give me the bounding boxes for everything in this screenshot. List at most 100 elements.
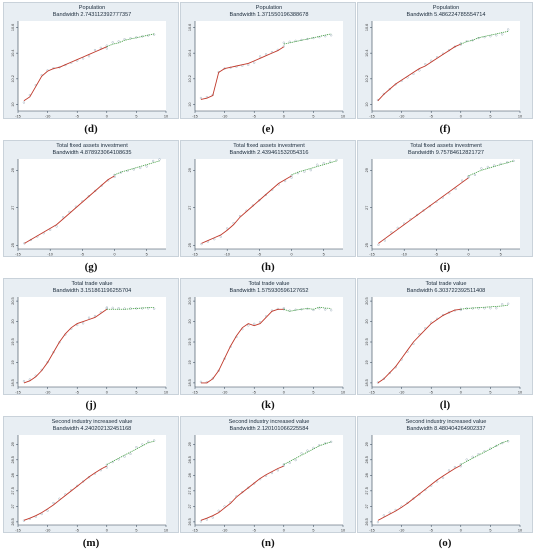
x-tick-label: -5 bbox=[253, 529, 256, 533]
x-tick-label: 10 bbox=[518, 529, 522, 533]
x-tick-label: 0 bbox=[467, 253, 469, 257]
data-point bbox=[40, 512, 43, 516]
y-tick-label: 29 bbox=[11, 442, 15, 446]
x-tick-label: 0 bbox=[283, 391, 285, 395]
data-point bbox=[82, 57, 85, 60]
y-tick-label: 27.5 bbox=[11, 487, 15, 494]
x-tick-label: -5 bbox=[435, 253, 438, 257]
data-point bbox=[418, 332, 421, 336]
x-tick-label: 5 bbox=[489, 529, 491, 533]
data-point bbox=[99, 46, 102, 49]
y-tick-label: 20.5 bbox=[188, 297, 192, 304]
y-tick-label: 10.6 bbox=[365, 24, 369, 31]
data-point bbox=[117, 40, 120, 43]
panel-label: (e) bbox=[261, 123, 275, 135]
data-point bbox=[87, 55, 91, 58]
x-tick-label: -10 bbox=[399, 115, 405, 119]
x-tick-label: 10 bbox=[164, 529, 168, 533]
data-point bbox=[158, 158, 161, 161]
x-tick-label: -5 bbox=[430, 529, 433, 533]
y-tick-label: 10.4 bbox=[365, 49, 369, 56]
x-tick-label: 5 bbox=[489, 391, 491, 395]
chart-title: Total trade value bbox=[248, 281, 290, 287]
y-tick-label: 19.5 bbox=[11, 338, 15, 345]
data-point bbox=[316, 163, 319, 166]
chart-subtitle: Bandwidth 4.878923064108635 bbox=[52, 150, 132, 156]
x-tick-label: -5 bbox=[76, 529, 79, 533]
data-point bbox=[324, 442, 327, 445]
data-point bbox=[94, 189, 97, 192]
data-point bbox=[382, 377, 385, 380]
y-tick-label: 28.5 bbox=[11, 456, 15, 463]
data-point bbox=[300, 452, 303, 455]
y-tick-label: 19 bbox=[188, 360, 192, 364]
fit-line-right bbox=[460, 440, 509, 465]
chart-title: Total fixed assets investment bbox=[410, 143, 482, 149]
panel-label: (g) bbox=[84, 261, 98, 273]
data-point bbox=[412, 72, 415, 75]
fit-line-left bbox=[377, 43, 461, 102]
chart-subtitle: Bandwidth 5.486224785554714 bbox=[406, 12, 486, 18]
plot-region bbox=[195, 21, 343, 111]
y-tick-label: 20 bbox=[188, 319, 192, 323]
plot-region bbox=[372, 159, 520, 249]
data-point bbox=[294, 308, 297, 311]
x-tick-label: 10 bbox=[341, 529, 345, 533]
data-point bbox=[199, 520, 202, 523]
data-point bbox=[489, 307, 492, 310]
x-tick-label: 10 bbox=[164, 115, 168, 119]
data-point bbox=[247, 63, 250, 66]
rd-plot-svg: -15 -10 -5 0 5 25 27 29 bbox=[365, 159, 520, 257]
data-point bbox=[330, 34, 333, 37]
plot-area: -15 -10 -5 0 5 10 18.5 19 19.5 20 20.5 Total trade … bbox=[3, 278, 179, 395]
y-tick-label: 29 bbox=[188, 442, 192, 446]
plot-region bbox=[372, 21, 520, 111]
panel-k: -15 -10 -5 0 5 10 18.5 19 19.5 20 20.5 Total trade … bbox=[180, 278, 356, 414]
x-tick-label: -5 bbox=[76, 115, 79, 119]
fit-line-right bbox=[106, 33, 155, 48]
panel-label: (i) bbox=[439, 261, 451, 273]
y-tick-label: 10 bbox=[188, 102, 192, 106]
data-point bbox=[459, 465, 462, 468]
data-point bbox=[264, 53, 268, 56]
data-point bbox=[199, 380, 202, 383]
x-tick-label: 5 bbox=[323, 253, 325, 257]
data-point bbox=[199, 96, 202, 100]
x-tick-label: -10 bbox=[401, 253, 407, 257]
y-tick-label: 10 bbox=[11, 102, 15, 106]
fit-line-left bbox=[23, 308, 108, 384]
x-tick-label: -15 bbox=[192, 253, 198, 257]
x-tick-label: 0 bbox=[106, 391, 108, 395]
plot-area: -15 -10 -5 0 5 10 18.5 19 19.5 20 20.5 Total trade … bbox=[357, 278, 533, 395]
data-point bbox=[483, 307, 486, 310]
chart-title: Total fixed assets investment bbox=[56, 143, 128, 149]
fit-line-right bbox=[283, 441, 332, 465]
data-point bbox=[61, 216, 65, 219]
data-point bbox=[135, 446, 138, 449]
data-point bbox=[312, 36, 315, 40]
data-point bbox=[284, 179, 287, 183]
x-tick-label: -10 bbox=[399, 391, 405, 395]
chart-title: Total fixed assets investment bbox=[233, 143, 305, 149]
x-tick-label: -15 bbox=[15, 391, 21, 395]
rd-plot-svg: -15 -10 -5 0 5 10 18.5 19 19.5 20 20.5 bbox=[365, 297, 522, 395]
data-point bbox=[282, 45, 285, 48]
x-tick-label: 10 bbox=[518, 391, 522, 395]
x-tick-label: 10 bbox=[341, 391, 345, 395]
data-point bbox=[219, 235, 222, 238]
data-point bbox=[87, 316, 91, 319]
x-tick-label: -10 bbox=[224, 253, 230, 257]
chart-subtitle: Bandwidth 2.439461532054316 bbox=[229, 150, 309, 156]
x-tick-label: 5 bbox=[312, 115, 314, 119]
x-tick-label: -5 bbox=[430, 391, 433, 395]
y-tick-label: 27 bbox=[188, 504, 192, 508]
x-tick-label: 0 bbox=[460, 529, 462, 533]
data-point bbox=[453, 466, 456, 469]
x-tick-label: -5 bbox=[253, 115, 256, 119]
x-tick-label: 5 bbox=[146, 253, 148, 257]
chart-title: Second industry increased value bbox=[228, 419, 310, 425]
y-tick-label: 10.6 bbox=[188, 24, 192, 31]
y-tick-label: 25 bbox=[188, 243, 192, 247]
y-tick-label: 27 bbox=[365, 504, 369, 508]
panel-i: -15 -10 -5 0 5 25 27 29 Total fixed assets inves… bbox=[357, 140, 533, 276]
